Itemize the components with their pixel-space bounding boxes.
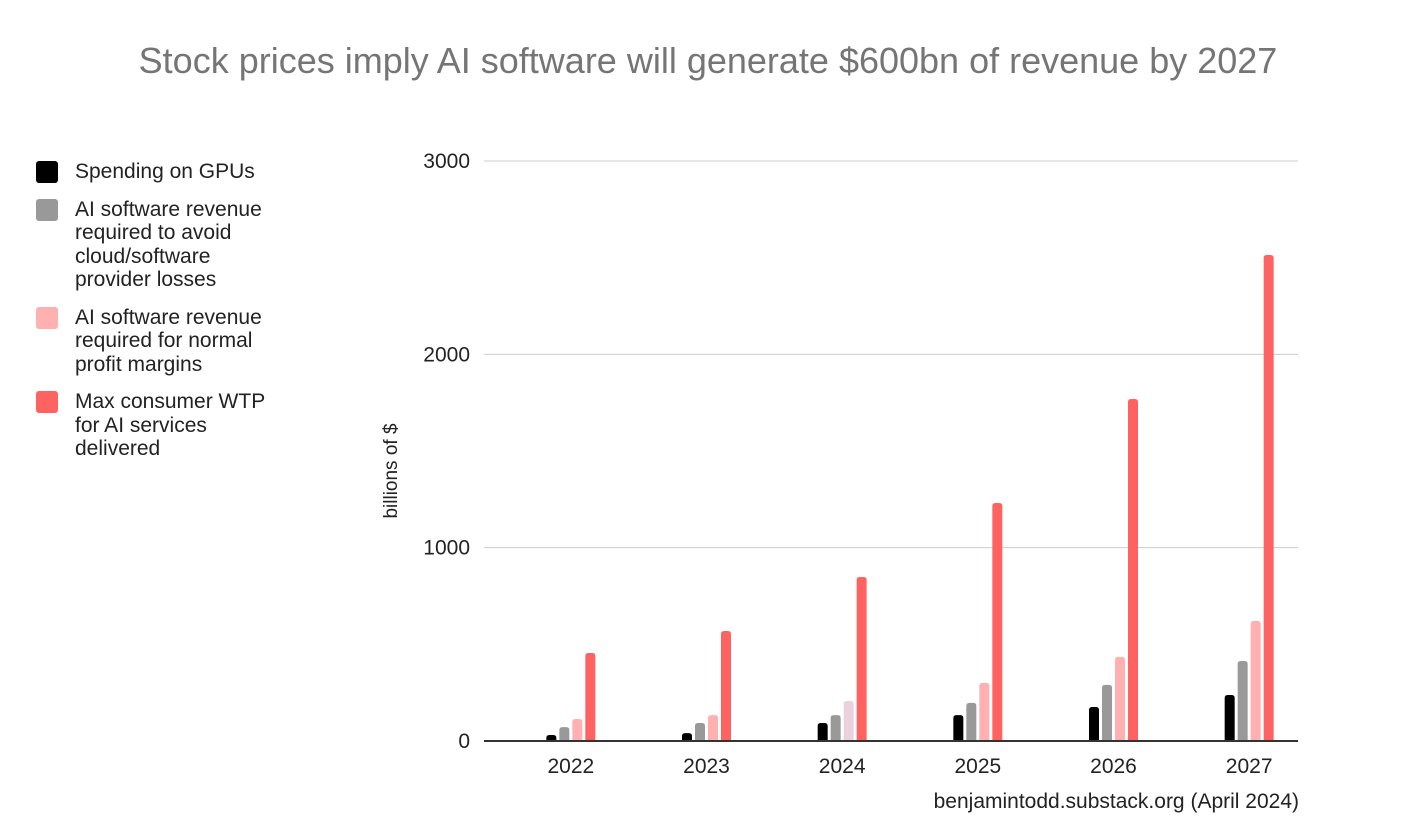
legend-item: AI software revenue required for normal pr… <box>36 306 326 377</box>
bar <box>1263 254 1274 741</box>
bar <box>682 733 692 741</box>
legend-item: Spending on GPUs <box>36 160 326 184</box>
x-tick-label: 2023 <box>683 755 730 778</box>
chart-title: Stock prices imply AI software will gene… <box>138 40 1278 81</box>
legend-swatch <box>36 161 58 183</box>
legend-label: Spending on GPUs <box>75 160 255 183</box>
bar <box>708 715 718 741</box>
bar <box>979 683 990 741</box>
bar <box>695 723 705 741</box>
bar <box>953 715 964 741</box>
bar <box>830 715 841 741</box>
source-note: benjamintodd.substack.org (April 2024) <box>933 790 1299 813</box>
bar <box>1128 398 1138 741</box>
legend-item: AI software revenue required to avoid clou… <box>36 198 326 292</box>
y-tick-label: 3000 <box>423 150 470 173</box>
x-tick-label: 2027 <box>1226 755 1273 778</box>
bar <box>559 727 570 741</box>
x-tick-label: 2026 <box>1090 755 1137 778</box>
bar <box>721 630 731 741</box>
bar <box>585 653 596 741</box>
x-tick-label: 2024 <box>819 755 866 778</box>
legend-label: Max consumer WTP for AI services delivered <box>75 390 266 460</box>
legend-swatch <box>36 306 58 329</box>
legend-item: Max consumer WTP for AI services delivered <box>36 390 326 461</box>
bar <box>1250 620 1261 741</box>
bar <box>1115 656 1125 741</box>
bar <box>546 735 557 741</box>
legend-swatch <box>36 198 58 221</box>
bar <box>1102 684 1112 741</box>
bar <box>1224 694 1235 741</box>
y-tick-label: 0 <box>458 730 470 753</box>
y-axis-label: billions of $ <box>381 423 402 518</box>
y-tick-label: 2000 <box>423 343 470 366</box>
legend: Spending on GPUs AI software revenue requi… <box>36 160 326 475</box>
bar <box>572 718 583 741</box>
legend-swatch <box>36 391 58 413</box>
bar <box>843 700 854 741</box>
legend-label: AI software revenue required to avoid clou… <box>75 197 262 292</box>
x-tick-label: 2022 <box>547 755 594 778</box>
bar <box>817 723 828 741</box>
bar <box>856 577 867 741</box>
bar <box>992 503 1003 741</box>
x-tick-label: 2025 <box>954 755 1001 778</box>
legend-label: AI software revenue required for normal pr… <box>75 305 262 376</box>
bar <box>1089 706 1099 741</box>
bar <box>1237 660 1248 741</box>
y-tick-label: 1000 <box>423 537 470 560</box>
bar <box>966 702 977 741</box>
